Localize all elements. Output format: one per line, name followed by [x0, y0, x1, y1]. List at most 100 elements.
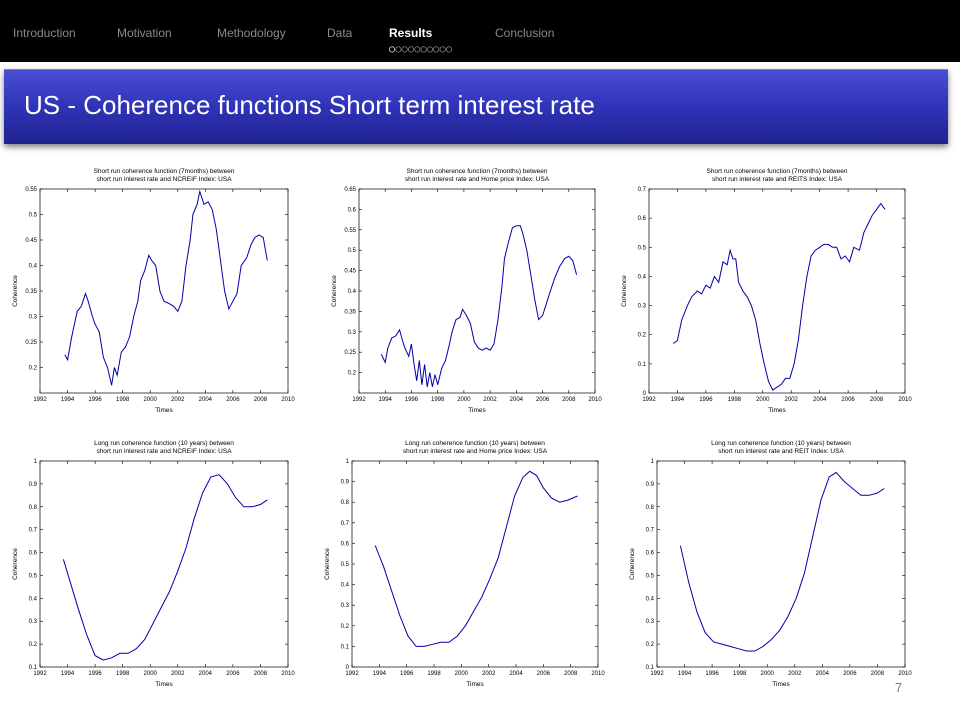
chart-title: Long run coherence function (10 years) b… [711, 440, 851, 455]
y-tick-label: 0.25 [344, 350, 356, 356]
y-tick-label: 0.2 [348, 371, 357, 377]
y-tick-label: 0.6 [341, 541, 350, 547]
nav-item-data[interactable]: Data [327, 26, 353, 40]
y-tick-label: 0.9 [29, 482, 38, 488]
section-progress-dots[interactable]: ○○○○○○○○○○ [389, 44, 452, 55]
y-tick-label: 0.2 [341, 624, 350, 630]
progress-dot[interactable]: ○ [414, 44, 421, 55]
x-tick-label: 1996 [405, 397, 419, 403]
x-tick-label: 2006 [226, 397, 240, 403]
y-tick-label: 0.8 [646, 505, 655, 511]
y-tick-label: 0.55 [25, 187, 37, 193]
nav-item-introduction[interactable]: Introduction [13, 26, 76, 40]
chart-title: Short run coherence function (7months) b… [94, 168, 235, 183]
x-tick-label: 1994 [678, 671, 692, 677]
chart-title: Short run coherence function (7months) b… [707, 168, 848, 183]
y-tick-label: 0.3 [29, 315, 38, 321]
y-tick-label: 0.8 [341, 500, 350, 506]
x-tick-label: 1998 [116, 671, 130, 677]
plot-area [39, 460, 289, 668]
x-tick-label: 2008 [254, 671, 268, 677]
plot-area [351, 460, 599, 668]
chart-title-line: Long run coherence function (10 years) b… [711, 440, 851, 447]
x-axis-label: Times [768, 407, 786, 414]
chart-title-line: Long run coherence function (10 years) b… [94, 440, 234, 447]
progress-dot[interactable]: ○ [420, 44, 427, 55]
y-axis-label: Coherence [12, 275, 19, 307]
y-tick-label: 0.25 [25, 340, 37, 346]
chart-title: Long run coherence function (10 years) b… [94, 440, 234, 455]
progress-dot[interactable]: ○ [439, 44, 446, 55]
x-tick-label: 1996 [400, 671, 414, 677]
y-tick-label: 0.5 [348, 248, 357, 254]
progress-dot[interactable]: ○ [407, 44, 415, 55]
x-tick-label: 1996 [705, 671, 719, 677]
x-tick-label: 1998 [728, 397, 742, 403]
x-tick-label: 1996 [699, 397, 713, 403]
y-tick-label: 0.3 [348, 330, 357, 336]
y-tick-label: 0.5 [638, 245, 647, 251]
nav-item-conclusion[interactable]: Conclusion [495, 26, 555, 40]
y-tick-label: 0.6 [646, 551, 655, 557]
coherence-line [374, 470, 578, 647]
x-tick-label: 2008 [871, 671, 885, 677]
x-tick-label: 2000 [144, 671, 158, 677]
chart-title-line: Short run coherence function (7months) b… [407, 168, 548, 175]
x-tick-label: 2000 [457, 397, 471, 403]
y-tick-label: 0.6 [29, 551, 38, 557]
y-tick-label: 0.3 [638, 304, 647, 310]
x-tick-label: 1992 [33, 397, 47, 403]
progress-dot[interactable]: ○ [426, 44, 434, 55]
y-axis-label: Coherence [621, 275, 628, 307]
x-tick-label: 2006 [536, 397, 550, 403]
x-tick-label: 2002 [483, 397, 497, 403]
x-tick-label: 2006 [226, 671, 240, 677]
x-tick-label: 1998 [431, 397, 445, 403]
y-tick-label: 0.3 [646, 619, 655, 625]
x-tick-label: 1992 [650, 671, 664, 677]
slide-title: US - Coherence functions Short term inte… [24, 90, 595, 120]
plot-area [358, 188, 596, 394]
x-tick-label: 1996 [88, 397, 102, 403]
chart-title-line: Short run coherence function (7months) b… [94, 168, 235, 175]
x-tick-label: 2010 [281, 671, 295, 677]
x-tick-label: 2004 [816, 671, 830, 677]
x-tick-label: 2006 [841, 397, 855, 403]
x-tick-label: 2010 [898, 671, 912, 677]
y-tick-label: 0.7 [341, 521, 350, 527]
y-axis-label: Coherence [324, 548, 331, 580]
nav-item-results[interactable]: Results [389, 26, 433, 40]
progress-dot[interactable]: ○ [389, 44, 396, 55]
progress-dot[interactable]: ○ [445, 44, 453, 55]
x-tick-label: 1992 [33, 671, 47, 677]
progress-dot[interactable]: ○ [401, 44, 408, 55]
y-tick-label: 0.3 [341, 603, 350, 609]
chart-long-run-reit: Long run coherence function (10 years) b… [629, 440, 912, 688]
y-tick-label: 0.4 [348, 289, 357, 295]
chart-title-line: Long run coherence function (10 years) b… [405, 440, 545, 447]
chart-short-run-ncreif: Short run coherence function (7months) b… [12, 168, 295, 414]
y-tick-label: 0.4 [638, 274, 647, 280]
x-tick-label: 1998 [116, 397, 130, 403]
y-tick-label: 0.5 [29, 213, 38, 219]
y-tick-label: 0.5 [29, 573, 38, 579]
y-tick-label: 0.45 [344, 269, 356, 275]
chart-title-line: short run interest rate and Home price I… [405, 176, 550, 183]
y-tick-label: 0.3 [29, 619, 38, 625]
nav-item-methodology[interactable]: Methodology [217, 26, 286, 40]
y-tick-label: 0.1 [638, 362, 647, 368]
y-tick-label: 0.7 [638, 187, 647, 193]
y-tick-label: 0.2 [29, 366, 38, 372]
chart-long-run-ncreif: Long run coherence function (10 years) b… [12, 440, 295, 688]
x-tick-label: 2004 [813, 397, 827, 403]
nav-item-motivation[interactable]: Motivation [117, 26, 172, 40]
chart-title: Short run coherence function (7months) b… [405, 168, 550, 183]
x-tick-label: 2008 [564, 671, 578, 677]
x-tick-label: 1994 [373, 671, 387, 677]
progress-dot[interactable]: ○ [433, 44, 440, 55]
plot-area [39, 188, 289, 394]
y-tick-label: 0.9 [341, 480, 350, 486]
progress-dot[interactable]: ○ [395, 44, 402, 55]
y-tick-label: 0.55 [344, 228, 356, 234]
coherence-line [672, 202, 886, 391]
